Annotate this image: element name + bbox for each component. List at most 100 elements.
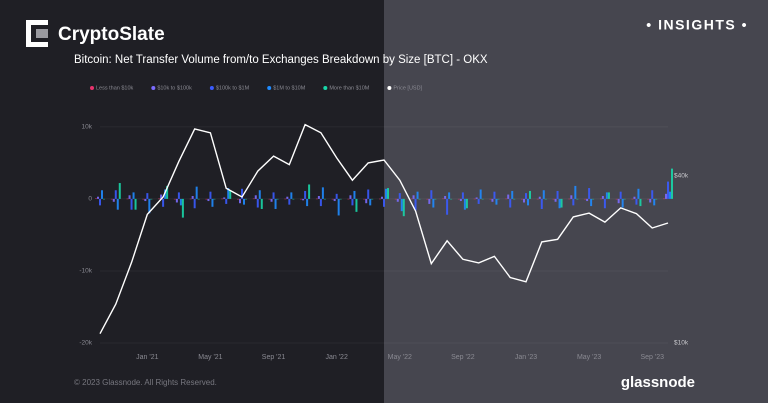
bar (544, 198, 547, 200)
bar (511, 190, 514, 199)
plot: 10k 0 -10k -20k $10k $40k Jan '21 May '21 Sep '2… (79, 85, 689, 360)
bar (130, 198, 133, 210)
bar (237, 198, 239, 200)
bar (112, 198, 115, 202)
bar (568, 198, 571, 200)
bar (221, 198, 224, 200)
bar (556, 190, 559, 199)
bar (552, 198, 555, 200)
bar (144, 198, 147, 202)
bar (128, 195, 131, 199)
bar (639, 198, 642, 207)
bar (158, 198, 161, 200)
bar (239, 198, 241, 204)
y-tick-label: 0 (88, 196, 92, 203)
bar (542, 190, 545, 199)
chart-title: Bitcoin: Net Transfer Volume from/to Exc… (74, 54, 488, 66)
x-tick-label: Sep '23 (640, 354, 664, 361)
bar (371, 198, 374, 200)
bar (175, 198, 178, 203)
bar (150, 198, 153, 200)
bar (444, 196, 447, 199)
bar (164, 189, 167, 199)
bar (554, 198, 557, 202)
bar (353, 190, 356, 199)
bar (426, 198, 429, 200)
bar (333, 198, 336, 202)
bar (134, 198, 137, 210)
legend-swatch (151, 86, 156, 90)
bar (574, 185, 577, 199)
bar (315, 198, 318, 200)
bar (513, 198, 516, 200)
bar (260, 198, 263, 209)
bar (540, 198, 543, 209)
bar (584, 198, 587, 200)
bar (588, 188, 591, 199)
bar (605, 192, 608, 199)
bar (529, 190, 531, 199)
bar (256, 198, 259, 208)
bar (448, 192, 451, 199)
bar (337, 198, 340, 216)
bar (189, 198, 192, 200)
bar (229, 190, 232, 199)
legend-swatch (90, 86, 94, 90)
bar (572, 198, 575, 206)
bar (475, 197, 478, 199)
bar (355, 198, 358, 212)
bar (268, 198, 271, 200)
bar (398, 193, 401, 199)
bar (446, 198, 449, 215)
bar (400, 198, 403, 212)
bar (633, 196, 636, 199)
legend-label: Less than $10k (96, 85, 134, 91)
bar (560, 198, 563, 208)
bar (434, 198, 437, 200)
bar (637, 188, 640, 199)
bar (491, 198, 494, 202)
bar (617, 198, 620, 204)
bar (379, 198, 381, 200)
bar (570, 195, 573, 199)
bar (349, 195, 352, 199)
legend-label: $10k to $100k (157, 85, 192, 91)
bar (148, 198, 151, 214)
bar (241, 188, 243, 199)
bar (365, 198, 368, 204)
copyright: © 2023 Glassnode. All Rights Reserved. (74, 378, 217, 387)
bar (505, 198, 508, 200)
bar (442, 198, 445, 200)
bar (209, 191, 212, 199)
bar (477, 198, 480, 204)
bar (323, 198, 326, 200)
bar (394, 198, 397, 200)
bar (276, 198, 279, 200)
bar (459, 198, 462, 202)
bar (274, 198, 277, 209)
bar (385, 188, 387, 199)
bar (213, 198, 216, 200)
bar (193, 198, 196, 209)
bar (308, 184, 311, 199)
bar (110, 198, 113, 200)
x-tick-label: Sep '22 (451, 354, 475, 361)
legend-label: $100k to $1M (216, 85, 250, 91)
x-tick-label: Sep '21 (262, 354, 286, 361)
bar (649, 198, 652, 203)
bar (538, 196, 541, 199)
bar (671, 168, 673, 199)
bar (590, 198, 593, 207)
bar (418, 198, 421, 200)
bar (586, 198, 589, 202)
bar (146, 193, 149, 199)
bar (284, 198, 287, 200)
y-tick-label: -10k (79, 268, 92, 275)
bar (197, 198, 200, 200)
legend-label: $1M to $10M (273, 85, 306, 91)
bar (339, 198, 342, 200)
legend-swatch (387, 86, 392, 90)
bar (621, 198, 624, 208)
y2-tick-label: $10k (674, 340, 689, 347)
